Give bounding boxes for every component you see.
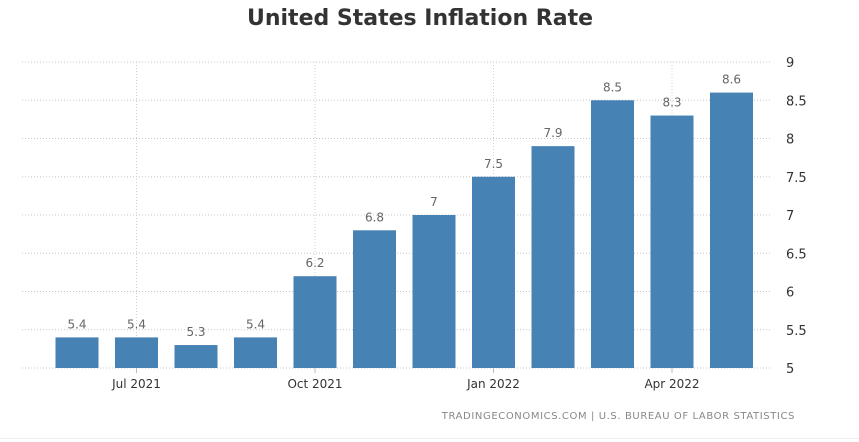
data-label: 6.2 [305,256,324,270]
data-label: 6.8 [365,210,384,224]
bar [234,337,277,368]
bar [710,92,753,368]
data-label: 8.6 [722,73,741,87]
x-tick-label: Apr 2022 [644,377,699,391]
y-tick-label: 7.5 [786,171,807,186]
divider [0,438,859,439]
data-label: 7.5 [484,157,503,171]
bar [412,215,456,368]
y-tick-label: 9 [786,56,794,71]
bar [353,230,396,368]
y-tick-label: 8.5 [786,94,807,109]
bar [55,337,99,368]
x-tick-label: Jul 2021 [111,377,161,391]
x-tick-label: Jan 2022 [466,377,520,391]
data-label: 5.4 [67,317,86,331]
data-label: 8.5 [603,80,622,94]
y-tick-label: 5.5 [786,324,807,339]
y-tick-label: 5 [786,362,794,377]
bar [591,100,634,368]
bar [531,146,575,368]
x-tick-label: Oct 2021 [287,377,342,391]
y-tick-label: 6.5 [786,247,807,262]
bar [293,276,337,368]
chart-title: United States Inflation Rate [246,6,594,31]
data-label: 7 [430,195,438,209]
data-label: 5.4 [127,317,146,331]
y-tick-label: 7 [786,209,794,224]
data-label: 7.9 [543,126,562,140]
data-label: 5.3 [186,325,205,339]
bar [472,176,515,368]
chart-source: TRADINGECONOMICS.COM | U.S. BUREAU OF LA… [441,411,795,422]
bar [650,115,694,368]
data-label: 5.4 [246,317,265,331]
data-label: 8.3 [662,96,681,110]
bar [115,337,158,368]
y-tick-label: 6 [786,286,794,301]
bar [174,345,218,368]
y-tick-label: 8 [786,133,794,148]
